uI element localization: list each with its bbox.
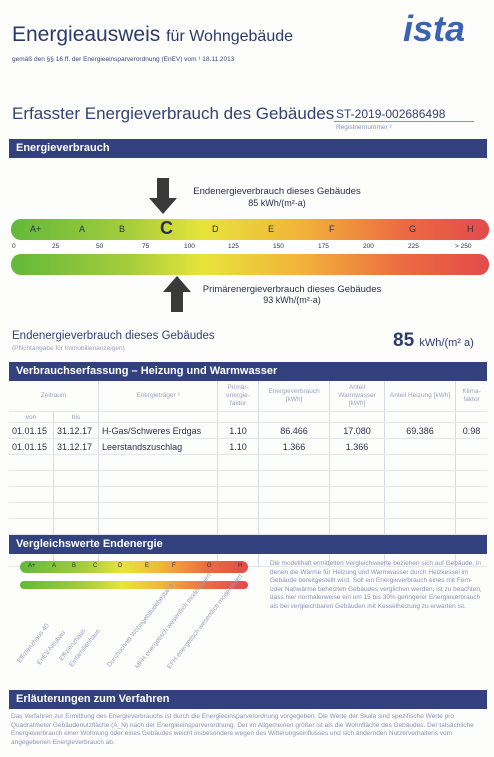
header-energietraeger: Energieträger ³ — [98, 381, 219, 412]
header-heizung: Anteil Heizung [kWh] — [384, 381, 457, 412]
header-zeitraum: Zeitraum — [9, 381, 100, 412]
registration-number: ST-2019-002686498 — [336, 107, 446, 121]
energy-scale-ticks — [11, 240, 489, 254]
summary-sublabel: (Pflichtangabe für Immobilienanzeigen) — [12, 345, 125, 352]
summary-value: 85 kWh/(m² a) — [393, 330, 474, 352]
primary-energy-label: Primärenergieverbrauch dieses Gebäudes — [202, 284, 382, 295]
summary-number: 85 — [393, 330, 415, 351]
table-row-empty — [9, 486, 487, 503]
tick-label: 175 — [318, 243, 329, 250]
cell-warmwasser: 1.366 — [329, 438, 386, 455]
header-warmwasser: Anteil Warmwasser [kWh] — [329, 381, 386, 412]
cell-traeger: Leerstandszuschlag — [98, 438, 219, 455]
cell-bis: 31.12.17 — [53, 422, 100, 439]
tick-label: > 250 — [455, 243, 472, 250]
comparison-class: A+ — [28, 563, 36, 569]
registration-underline — [334, 121, 474, 122]
comparison-class: C — [93, 563, 98, 569]
comparison-class: D — [118, 563, 123, 569]
tick-label: 150 — [273, 243, 284, 250]
table-row-empty — [9, 470, 487, 487]
cell-traeger: H-Gas/Schweres Erdgas — [98, 422, 219, 439]
arrow-up-icon — [163, 276, 191, 312]
tick-label: 25 — [52, 243, 60, 250]
tick-label: 75 — [142, 243, 150, 250]
energy-scale-bottom — [11, 254, 489, 275]
class-label: H — [467, 224, 474, 234]
tick-label: 225 — [408, 243, 419, 250]
table-row: 01.01.15 31.12.17 Leerstandszuschlag 1.1… — [9, 438, 487, 455]
table-header-row: Zeitraum Energieträger ³ Primär-energie-… — [9, 381, 487, 412]
tick-label: 50 — [96, 243, 104, 250]
class-label: F — [329, 224, 335, 234]
explanation-text: Das Verfahren zur Ermittlung des Energie… — [11, 713, 474, 746]
comparison-section-bar: Vergleichswerte Endenergie — [9, 535, 487, 554]
section-title: Erfasster Energieverbrauch des Gebäudes — [12, 104, 335, 123]
header-klima: Klima-faktor — [455, 381, 487, 412]
end-energy-label: Endenergieverbrauch dieses Gebäudes — [193, 186, 361, 197]
summary-label: Endenergieverbrauch dieses Gebäudes — [12, 330, 215, 342]
page-title: Energieausweis für Wohngebäude — [12, 23, 293, 47]
explanation-section-bar: Erläuterungen zum Verfahren — [9, 690, 487, 709]
comparison-class: H — [238, 563, 243, 569]
title-main: Energieausweis — [12, 23, 161, 46]
tick-label: 200 — [363, 243, 374, 250]
class-label: E — [268, 224, 275, 234]
arrow-down-icon — [149, 178, 177, 214]
class-label: A+ — [30, 224, 42, 234]
comparison-text: Die modellhaft ermittelten Vergleichswer… — [270, 560, 482, 610]
logo-text: ista — [403, 9, 465, 49]
table-row-empty — [9, 502, 487, 519]
cell-warmwasser: 17.080 — [329, 422, 386, 439]
class-label: D — [212, 224, 219, 234]
title-sub: für Wohngebäude — [166, 28, 294, 45]
registration-label: Registriernummer ² — [336, 124, 392, 131]
comparison-scale-bottom — [20, 581, 248, 589]
header-faktor: Primär-energie-faktor — [217, 381, 260, 412]
cell-faktor: 1.10 — [217, 422, 260, 439]
table-row-empty — [9, 454, 487, 471]
end-energy-value: 85 kWh/(m²·a) — [248, 198, 306, 208]
cell-faktor: 1.10 — [217, 438, 260, 455]
class-label: B — [119, 224, 126, 234]
tick-label: 0 — [12, 243, 16, 250]
consumption-section-bar: Verbrauchserfassung – Heizung und Warmwa… — [9, 362, 487, 381]
cell-verbrauch: 86.466 — [258, 422, 331, 439]
table-row: 01.01.15 31.12.17 H-Gas/Schweres Erdgas … — [9, 422, 487, 439]
cell-klima: 0.98 — [455, 422, 487, 439]
cell-von: 01.01.15 — [9, 422, 54, 439]
header-bis: bis — [53, 411, 100, 423]
tick-label: 125 — [228, 243, 239, 250]
legal-reference: gemäß den §§ 16 ff. der Energieeinsparve… — [12, 56, 235, 63]
class-label: G — [409, 224, 417, 234]
energy-scale-top — [11, 219, 489, 240]
cell-verbrauch: 1.366 — [258, 438, 331, 455]
table-subheader-row: von bis — [9, 411, 487, 423]
comparison-scale-top — [20, 561, 248, 573]
comparison-class: E — [145, 563, 150, 569]
cell-heizung — [384, 438, 457, 455]
primary-energy-value: 93 kWh/(m²·a) — [263, 295, 321, 305]
comparison-class: G — [207, 563, 212, 569]
ista-logo: ista — [403, 9, 465, 49]
header-verbrauch: Energieverbrauch [kWh] — [258, 381, 331, 412]
cell-von: 01.01.15 — [9, 438, 54, 455]
cell-bis: 31.12.17 — [53, 438, 100, 455]
table-row-empty — [9, 518, 487, 535]
comparison-class: A — [52, 563, 57, 569]
comparison-class: B — [72, 563, 77, 569]
energy-section-bar: Energieverbrauch — [9, 139, 487, 158]
comparison-scale-ticks — [20, 573, 248, 581]
cell-klima — [455, 438, 487, 455]
class-label-selected: C — [160, 218, 173, 238]
tick-label: 100 — [184, 243, 195, 250]
cell-heizung: 69.386 — [384, 422, 457, 439]
class-label: A — [79, 224, 86, 234]
comparison-class: F — [172, 563, 176, 569]
header-von: von — [9, 411, 54, 423]
summary-unit: kWh/(m² a) — [419, 337, 474, 349]
